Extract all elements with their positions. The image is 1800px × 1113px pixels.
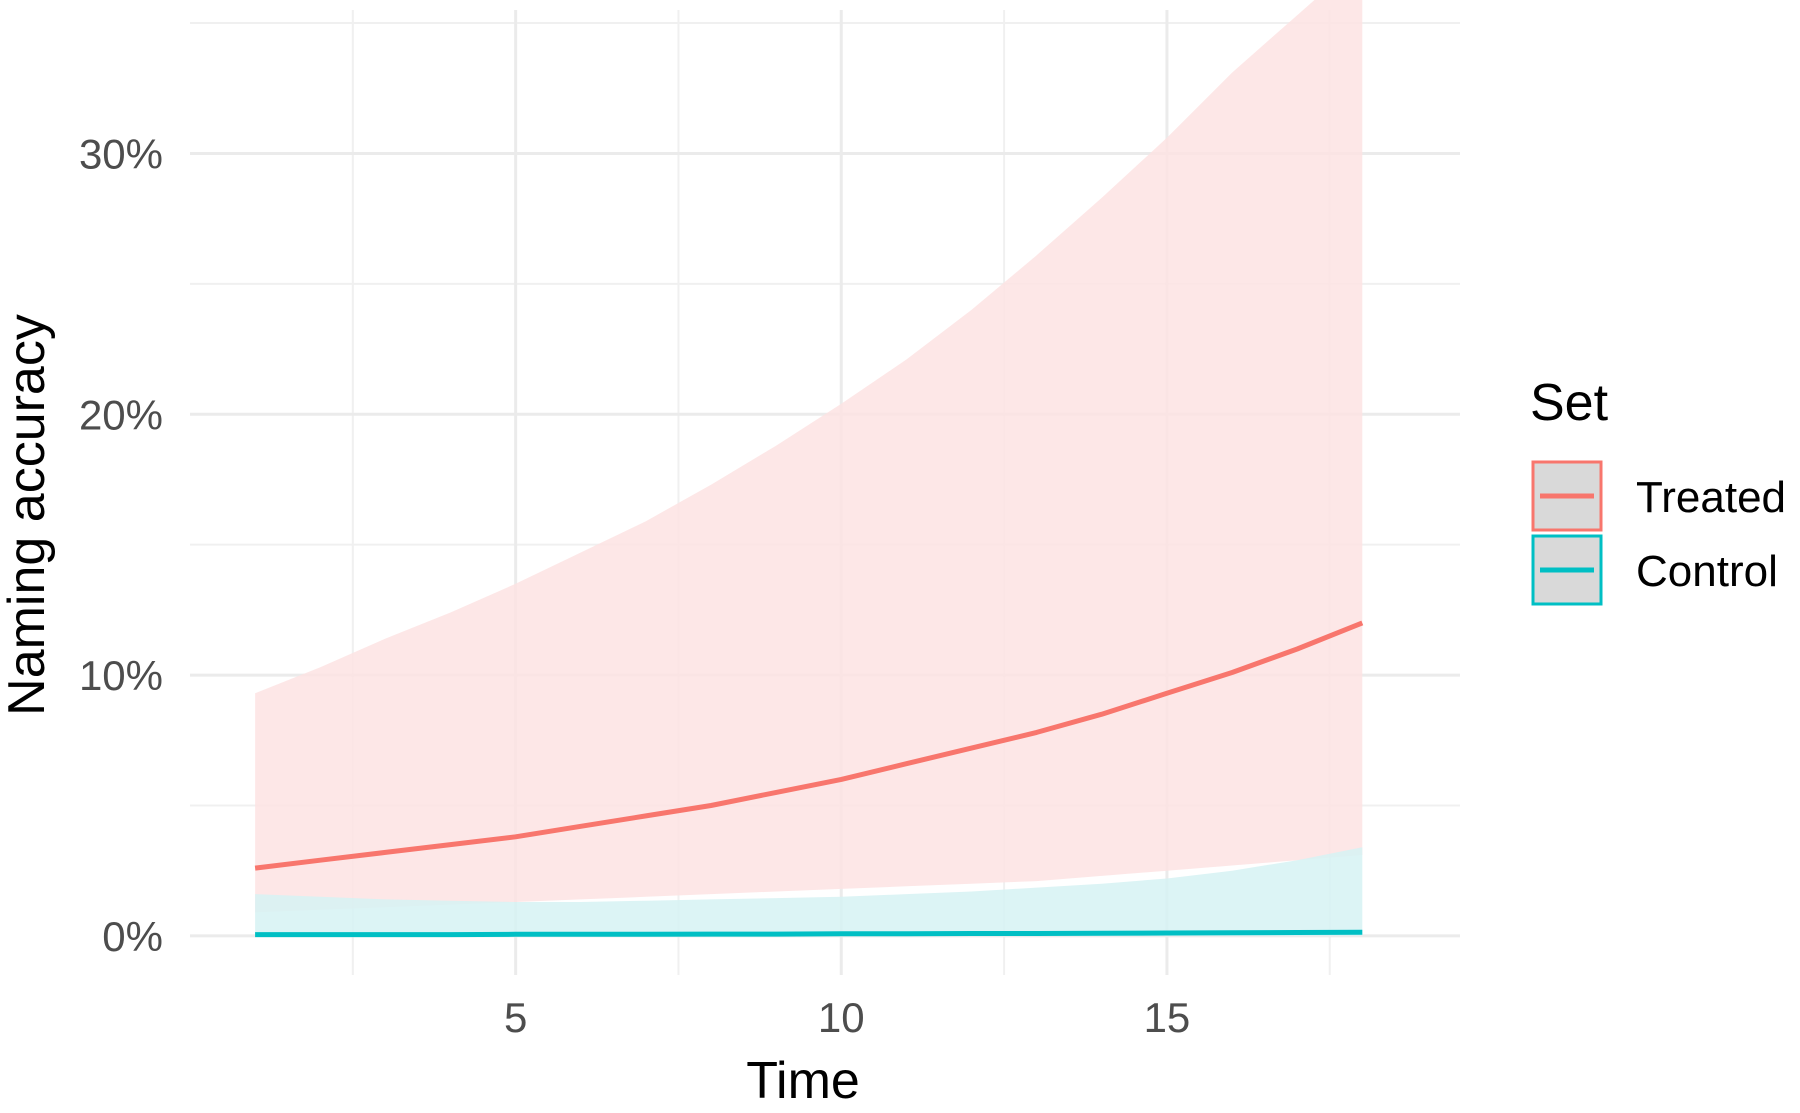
legend-label-treated: Treated (1636, 473, 1786, 522)
y-tick-label: 10% (79, 652, 163, 699)
y-axis-title: Naming accuracy (0, 314, 56, 716)
ribbon-control (255, 847, 1363, 936)
x-axis-ticks: 5 10 15 (504, 994, 1190, 1041)
ribbon-treated (255, 0, 1363, 913)
legend-keys: Treated Control (1531, 460, 1786, 606)
legend-label-control: Control (1636, 547, 1778, 596)
legend: Set Treated Control (1530, 374, 1786, 606)
legend-title: Set (1530, 374, 1609, 432)
confidence-ribbons (255, 0, 1363, 936)
line-control (255, 929, 1363, 938)
x-tick-label: 10 (818, 994, 865, 1041)
x-tick-label: 15 (1144, 994, 1191, 1041)
y-tick-label: 0% (102, 913, 163, 960)
y-axis-ticks: 0% 10% 20% 30% (79, 130, 163, 959)
y-tick-label: 20% (79, 391, 163, 438)
y-tick-label: 30% (79, 130, 163, 177)
line-treated (254, 620, 1364, 871)
x-tick-label: 5 (504, 994, 527, 1041)
x-axis-title: Time (746, 1052, 860, 1110)
series-lines (254, 620, 1364, 938)
